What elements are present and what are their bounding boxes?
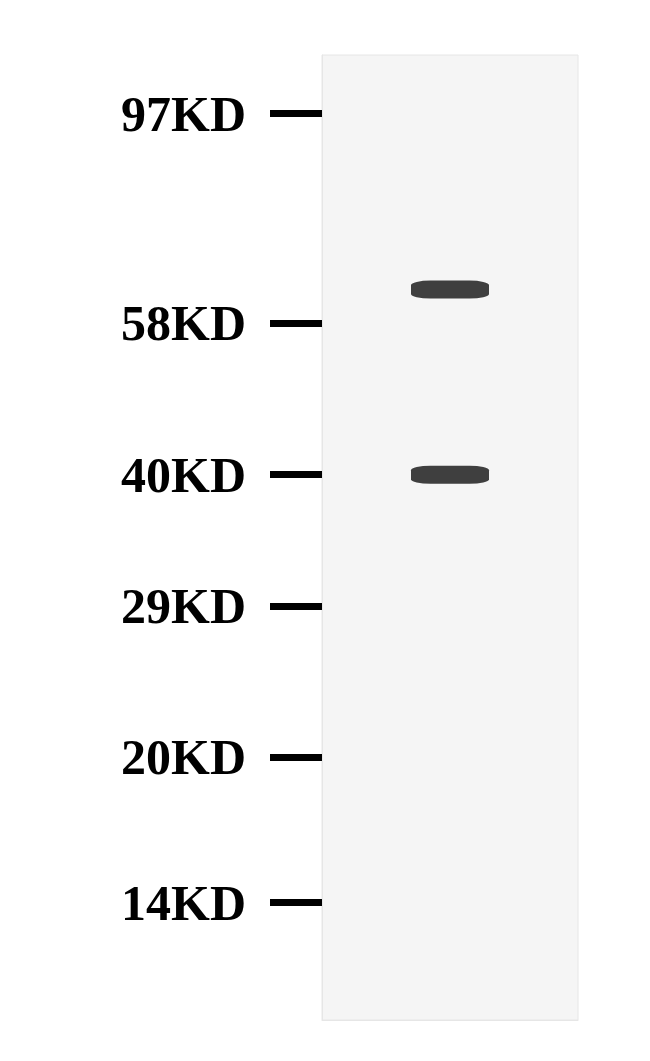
svg-text:14KD: 14KD: [121, 875, 246, 931]
svg-text:58KD: 58KD: [121, 295, 246, 351]
svg-text:20KD: 20KD: [121, 729, 246, 785]
svg-text:40KD: 40KD: [121, 447, 246, 503]
svg-text:97KD: 97KD: [121, 86, 246, 142]
svg-text:29KD: 29KD: [121, 578, 246, 634]
